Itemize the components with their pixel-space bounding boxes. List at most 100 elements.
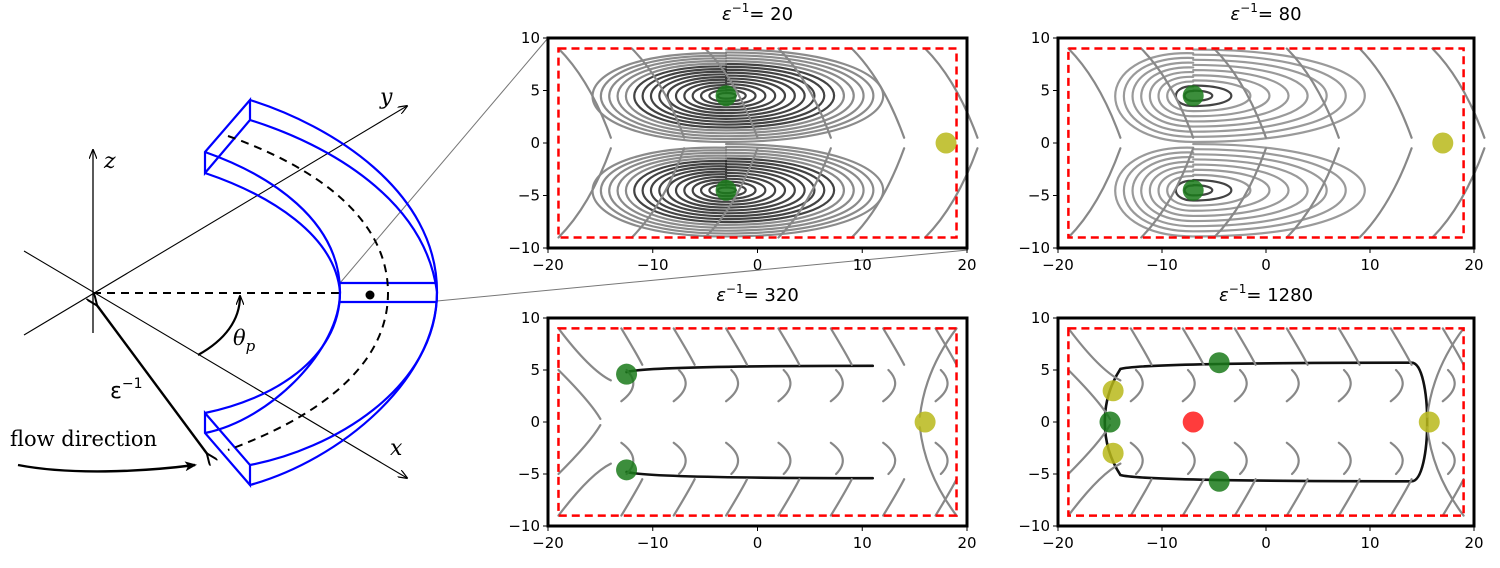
limit-cycle	[1103, 361, 1429, 483]
title-value: = 80	[1258, 4, 1302, 25]
x-tick-label: 20	[1464, 534, 1483, 552]
x-tick-label: −10	[1146, 534, 1178, 552]
streamline	[608, 54, 865, 138]
fixed-point-stable	[715, 179, 737, 201]
fixed-point-saddle	[1418, 411, 1440, 433]
streamline	[630, 47, 686, 139]
x-tick-label: 20	[1464, 256, 1483, 274]
x-tick-label: 0	[753, 256, 763, 274]
streamline	[691, 177, 767, 203]
streamline	[934, 441, 949, 476]
streamline	[557, 327, 612, 382]
y-tick-label: −5	[1028, 187, 1050, 205]
y-tick-label: 10	[1031, 29, 1050, 47]
panel-title: ε−1= 80	[1230, 1, 1301, 25]
streamline	[616, 151, 855, 229]
streamline	[1149, 163, 1290, 218]
streamline	[829, 441, 844, 476]
streamline	[777, 368, 792, 403]
streamline	[850, 147, 906, 239]
x-tick-label: −20	[1042, 534, 1074, 552]
streamline	[882, 368, 897, 403]
streamline	[777, 327, 801, 366]
streamline	[1131, 58, 1328, 133]
y-tick-label: 0	[1040, 134, 1050, 152]
title-exponent: −1	[1240, 1, 1258, 15]
x-tick-label: −20	[1042, 256, 1074, 274]
fixed-point-stable	[616, 363, 638, 385]
streamline	[1123, 53, 1347, 138]
particle-dot	[365, 290, 375, 300]
streamline	[1149, 68, 1290, 123]
streamline	[1233, 368, 1248, 403]
streamline	[683, 80, 776, 112]
streamline	[633, 62, 835, 129]
fixed-point-stable	[715, 85, 737, 107]
streamline	[608, 148, 865, 232]
streamline	[625, 60, 845, 132]
streamline	[557, 147, 612, 239]
streamline	[1067, 327, 1122, 382]
title-epsilon: ε	[722, 4, 732, 25]
streamline	[777, 441, 792, 476]
streamline	[1431, 147, 1486, 239]
streamline	[557, 462, 612, 517]
streamline	[1131, 153, 1328, 228]
streamline	[1233, 327, 1257, 366]
fixed-point-stable	[1182, 85, 1204, 107]
x-tick-label: 20	[957, 256, 976, 274]
streamline	[1233, 478, 1257, 517]
streamline	[557, 368, 602, 420]
streamline	[704, 147, 759, 239]
streamlines	[1067, 47, 1486, 239]
fixed-point-stable	[1208, 470, 1230, 492]
streamline	[1285, 327, 1309, 366]
fixed-point-stable	[1182, 179, 1204, 201]
streamline	[1181, 441, 1196, 476]
streamlines	[557, 47, 979, 239]
streamline	[724, 478, 749, 517]
title-epsilon: ε	[716, 285, 726, 306]
streamline	[557, 47, 612, 139]
y-tick-label: 10	[521, 309, 540, 327]
y-tick-label: −5	[1028, 465, 1050, 483]
streamline	[616, 57, 855, 135]
x-tick-label: 20	[957, 534, 976, 552]
flow-direction-arrow	[17, 461, 197, 473]
streamline	[672, 327, 696, 366]
streamline	[1285, 478, 1309, 517]
streamline	[658, 71, 806, 120]
streamline	[591, 142, 885, 238]
streamline	[675, 77, 787, 115]
limit-cycle	[625, 470, 875, 480]
streamline	[1389, 478, 1413, 517]
streamline	[649, 163, 816, 218]
streamline	[1114, 48, 1366, 144]
streamlines	[557, 327, 958, 517]
streamline	[1441, 368, 1456, 403]
streamline	[1140, 147, 1195, 239]
y-tick-label: 5	[530, 361, 540, 379]
streamline	[882, 478, 906, 517]
y-tick-label: −10	[1018, 239, 1050, 257]
streamline	[924, 147, 979, 239]
y-tick-label: 10	[1031, 309, 1050, 327]
streamline	[1337, 368, 1352, 403]
x-tick-label: 0	[1261, 256, 1271, 274]
x-tick-label: −10	[637, 256, 669, 274]
streamline	[691, 83, 767, 109]
streamline	[630, 147, 686, 239]
streamline	[1140, 47, 1195, 139]
x-tick-label: −10	[637, 534, 669, 552]
streamline	[641, 160, 826, 221]
streamline	[1233, 441, 1248, 476]
title-exponent: −1	[732, 1, 750, 15]
x-tick-label: −20	[532, 534, 564, 552]
y-tick-label: 5	[1040, 361, 1050, 379]
streamline	[633, 157, 835, 224]
